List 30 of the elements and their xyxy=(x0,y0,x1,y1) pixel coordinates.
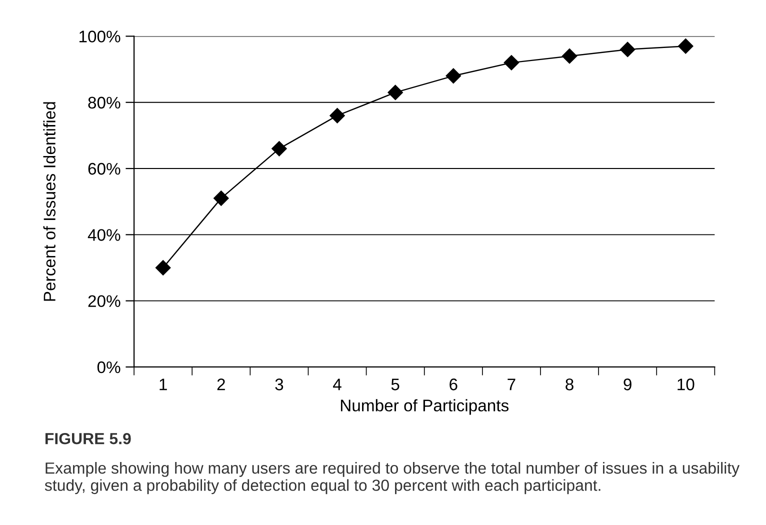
x-tick-label: 3 xyxy=(275,378,284,390)
x-tick-label: 8 xyxy=(566,378,574,390)
y-axis-title: Percent of Issues Identified xyxy=(43,102,56,301)
x-tick-label: 10 xyxy=(678,378,694,390)
point xyxy=(388,84,403,100)
point xyxy=(620,42,636,58)
x-tick-label: 2 xyxy=(217,378,225,390)
x-tick-label: 9 xyxy=(624,378,632,390)
y-tick-label: 100% xyxy=(80,30,120,42)
point xyxy=(272,141,287,156)
y-tick-label: 80% xyxy=(88,96,120,109)
text: Example showing how many users are required to observe the total number of issues in a usability study, given a probability of detection equal to 30 percent with each participant. xyxy=(44,462,740,494)
point xyxy=(562,48,578,64)
point xyxy=(214,190,229,206)
y-tick-label: 40% xyxy=(88,229,120,241)
x-tick-label: 4 xyxy=(333,378,342,390)
y-tick-label: 60% xyxy=(88,162,120,175)
point xyxy=(504,55,520,70)
x-tick-label: 6 xyxy=(450,378,458,390)
point xyxy=(330,108,345,124)
caption: FIGURE 5.9 xyxy=(45,432,131,444)
point xyxy=(446,68,461,84)
y-tick-label: 20% xyxy=(88,295,120,308)
point xyxy=(156,260,171,276)
point xyxy=(678,38,694,54)
x-tick-label: 7 xyxy=(508,378,516,390)
x-tick-label: 1 xyxy=(160,378,167,390)
x-tick-label: 5 xyxy=(391,378,400,390)
y-tick-label: 0% xyxy=(97,361,120,374)
x-axis-title: Number of Participants xyxy=(340,399,509,415)
